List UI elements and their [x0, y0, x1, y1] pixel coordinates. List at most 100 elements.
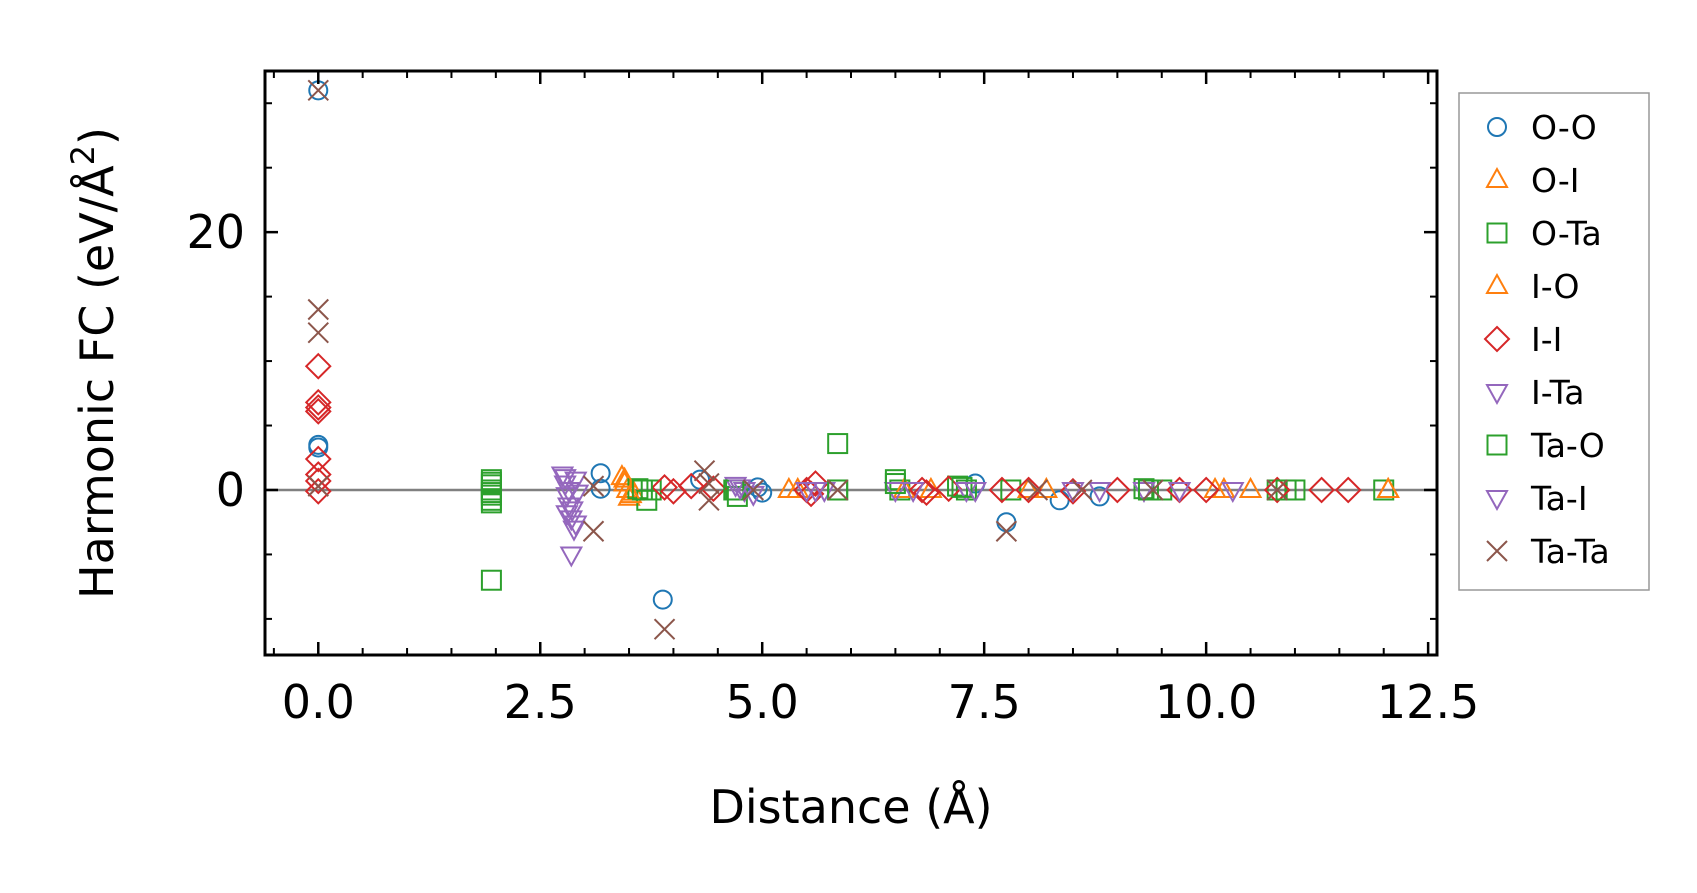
point-Ta-I-0: [553, 469, 577, 491]
point-O-Ta-11: [827, 433, 849, 455]
point-I-O-4: [1016, 476, 1041, 498]
point-I-Ta-11: [732, 481, 757, 504]
series-I-O: [612, 466, 1400, 504]
point-Ta-Ta-16: [1266, 479, 1288, 501]
point-Ta-Ta-9: [698, 489, 720, 512]
point-Ta-I-4: [728, 479, 752, 501]
point-I-O-5: [1212, 476, 1236, 498]
point-Ta-Ta-7: [693, 459, 716, 482]
point-Ta-I-1: [556, 481, 581, 504]
point-I-I-26: [1334, 476, 1362, 504]
point-Ta-I-9: [1167, 481, 1192, 504]
y-axis-label-main: Harmonic FC (eV/Å: [70, 165, 124, 599]
point-Ta-I-5: [803, 481, 828, 504]
y-tick-label: 0: [216, 463, 245, 517]
point-O-I-10: [1376, 476, 1400, 498]
legend-item: Ta-I: [1485, 479, 1588, 518]
legend-item: I-O: [1485, 267, 1580, 306]
point-Ta-Ta-2: [307, 321, 329, 344]
point-Ta-Ta-8: [698, 472, 720, 495]
legend-box: [1458, 92, 1650, 591]
point-I-I-10: [677, 472, 705, 500]
point-Ta-Ta-0: [307, 79, 329, 102]
point-I-Ta-6: [564, 471, 588, 493]
point-O-O-10: [996, 512, 1017, 533]
x-tick-label: 2.5: [504, 675, 577, 729]
point-O-I-6: [919, 476, 943, 498]
legend-label: I-O: [1531, 267, 1580, 306]
point-O-O-5: [652, 589, 673, 610]
x-tick-label: 0.0: [282, 675, 355, 729]
legend-marker-I-I: [1483, 325, 1511, 353]
legend-marker-O-I: [1485, 166, 1509, 188]
point-I-O-2: [786, 476, 810, 498]
legend-item: O-O: [1487, 108, 1597, 147]
legend-item: Ta-Ta: [1486, 532, 1610, 571]
x-tick-label: 5.0: [726, 675, 799, 729]
x-tick-label: 12.5: [1377, 675, 1479, 729]
point-Ta-Ta-11: [826, 479, 849, 501]
point-I-O-6: [1376, 476, 1400, 498]
point-O-I-9: [1238, 476, 1263, 498]
point-O-I-7: [1034, 476, 1059, 498]
point-Ta-Ta-3: [307, 475, 329, 497]
point-I-I-5: [304, 461, 332, 488]
x-tick-label: 10.0: [1155, 675, 1257, 729]
point-Ta-O-3: [631, 479, 653, 501]
point-Ta-I-6: [901, 481, 925, 504]
legend-label: Ta-I: [1530, 479, 1588, 518]
point-O-O-8: [752, 482, 773, 503]
point-I-I-16: [913, 479, 940, 506]
point-Ta-Ta-15: [1142, 479, 1164, 501]
point-O-Ta-5: [480, 569, 502, 591]
point-I-I-18: [988, 476, 1016, 504]
point-Ta-Ta-13: [1026, 479, 1049, 501]
point-O-Ta-17: [1000, 479, 1022, 501]
legend-marker-Ta-Ta: [1486, 540, 1508, 562]
point-I-I-3: [304, 397, 332, 425]
point-Ta-Ta-5: [582, 475, 605, 497]
legend-label: Ta-Ta: [1530, 532, 1610, 571]
legend-marker-I-Ta: [1485, 384, 1509, 406]
point-I-Ta-9: [559, 546, 584, 568]
legend-marker-I-O: [1485, 272, 1509, 294]
point-Ta-Ta-14: [1071, 479, 1093, 501]
point-I-I-23: [1192, 476, 1220, 504]
legend-item: O-I: [1485, 161, 1580, 200]
point-I-Ta-4: [559, 510, 584, 532]
point-Ta-Ta-1: [307, 298, 329, 321]
legend-item: O-Ta: [1486, 214, 1602, 253]
point-I-Ta-8: [555, 505, 579, 527]
point-I-I-21: [1103, 476, 1131, 504]
point-I-O-0: [612, 466, 637, 488]
data-markers: [304, 79, 1400, 640]
legend-marker-O-Ta: [1486, 222, 1508, 244]
legend-label: I-Ta: [1531, 373, 1585, 412]
point-Ta-Ta-10: [742, 479, 765, 501]
point-I-Ta-15: [883, 481, 908, 504]
point-I-I-15: [908, 476, 936, 504]
x-tick-label: 7.5: [948, 675, 1021, 729]
point-I-Ta-3: [556, 497, 581, 519]
point-I-I-11: [699, 475, 727, 503]
point-Ta-O-8: [1137, 479, 1159, 501]
point-Ta-Ta-6: [653, 618, 676, 640]
legend-item: I-Ta: [1485, 373, 1585, 412]
point-I-I-19: [1015, 476, 1042, 504]
point-Ta-I-3: [564, 515, 588, 537]
point-I-I-4: [304, 445, 332, 473]
series-Ta-I: [553, 469, 1192, 537]
point-I-Ta-19: [1221, 481, 1245, 504]
series-Ta-Ta: [307, 79, 1288, 640]
point-I-I-7: [304, 477, 332, 505]
legend-label: I-I: [1531, 320, 1562, 359]
point-Ta-Ta-12: [995, 520, 1018, 542]
point-I-O-3: [892, 476, 916, 498]
point-O-O-2: [308, 437, 329, 458]
legend-label: Ta-O: [1530, 426, 1605, 465]
point-I-I-25: [1308, 476, 1335, 504]
legend-label: O-I: [1531, 161, 1580, 200]
legend-item: I-I: [1483, 320, 1562, 359]
y-axis-label-close: ): [70, 127, 124, 145]
